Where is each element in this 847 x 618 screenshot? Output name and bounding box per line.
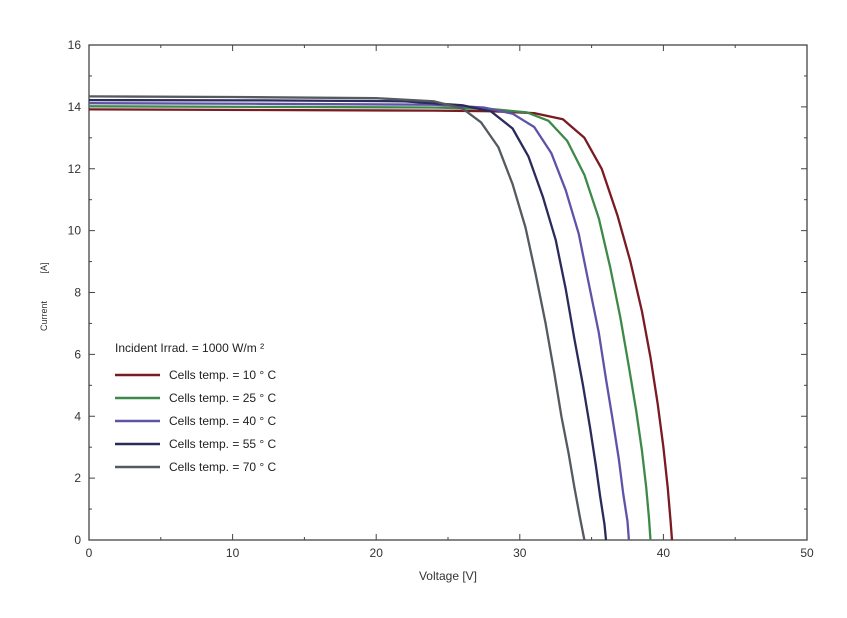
series-lines [88,95,674,541]
y-tick-label: 2 [74,471,81,485]
legend-label-2: Cells temp. = 25 ° C [169,391,277,405]
x-axis-ticks: 0 10 20 30 40 50 [86,45,814,560]
legend-label-1: Cells temp. = 10 ° C [169,368,277,382]
y-tick-label: 6 [74,347,81,361]
legend: Incident Irrad. = 1000 W/m ² Cells temp.… [115,341,277,474]
series-line-2 [88,105,652,541]
y-tick-label: 4 [74,409,81,423]
series-line-5 [88,95,586,541]
y-tick-label: 10 [68,224,82,238]
y-axis-ticks: 0 2 4 6 8 10 12 14 16 [68,38,807,547]
y-tick-label: 8 [74,286,81,300]
x-tick-label: 10 [226,546,240,560]
series-line-1 [88,108,674,541]
y-axis-label: Current [39,300,49,331]
legend-title: Incident Irrad. = 1000 W/m ² [115,341,264,355]
series-line-3 [88,102,631,541]
legend-label-5: Cells temp. = 70 ° C [169,460,277,474]
series-line-4 [88,98,608,541]
y-tick-label: 12 [68,162,82,176]
x-tick-label: 0 [86,546,93,560]
y-tick-label: 0 [74,533,81,547]
x-tick-label: 30 [513,546,527,560]
x-tick-label: 20 [370,546,384,560]
legend-label-4: Cells temp. = 55 ° C [169,437,277,451]
x-tick-label: 50 [800,546,814,560]
y-tick-label: 16 [68,38,82,52]
legend-label-3: Cells temp. = 40 ° C [169,414,277,428]
y-axis-unit-label: [A] [39,262,49,273]
x-axis-label: Voltage [V] [419,569,477,583]
y-tick-label: 14 [68,100,82,114]
x-tick-label: 40 [657,546,671,560]
